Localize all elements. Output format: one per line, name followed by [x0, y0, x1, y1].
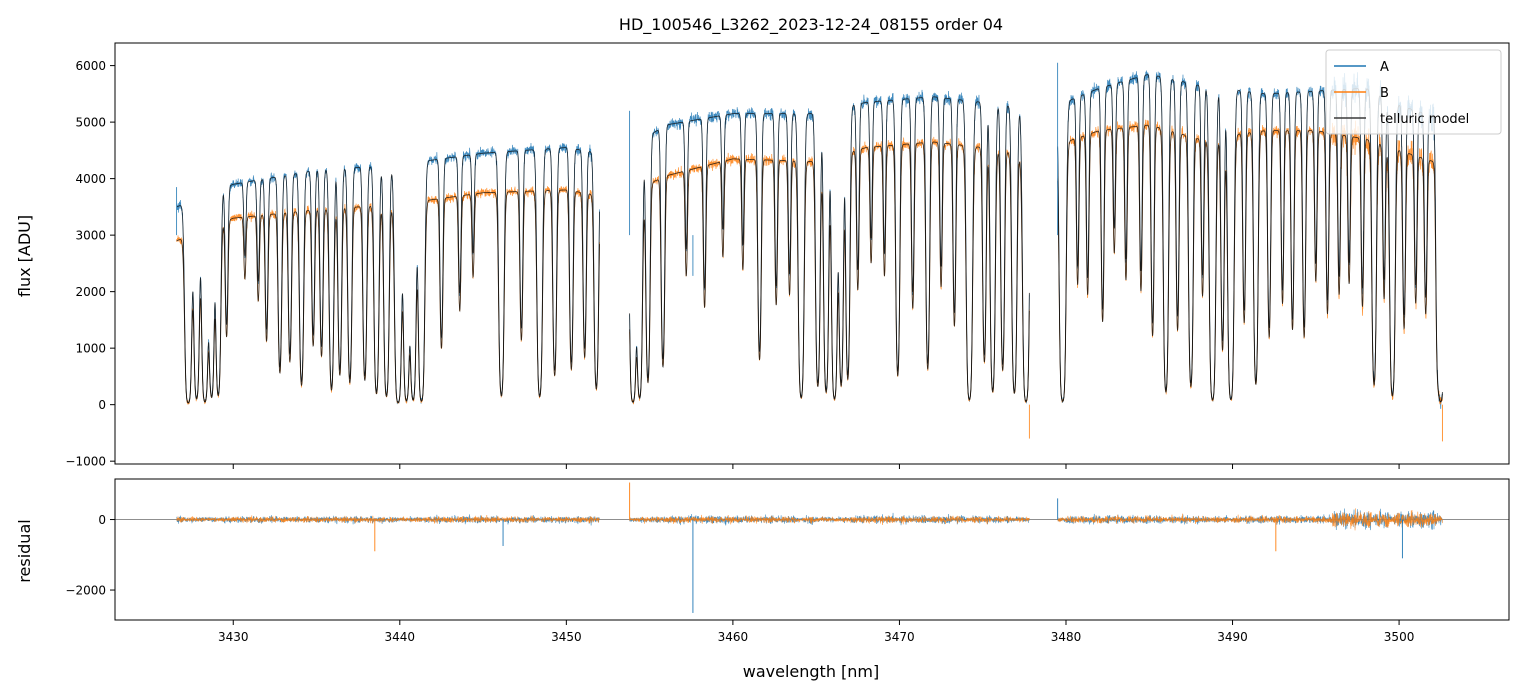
main-plot-area	[176, 62, 1443, 442]
residual-x-tick-label-3480: 3480	[1051, 630, 1082, 644]
residual-x-tick-label-3430: 3430	[218, 630, 249, 644]
x-axis-label: wavelength [nm]	[743, 662, 880, 681]
residual-x-tick-label-3450: 3450	[551, 630, 582, 644]
main-y-tick-label-7: 6000	[75, 59, 106, 73]
main-y-tick-label-4: 3000	[75, 229, 106, 243]
residual-plot-area	[115, 482, 1509, 613]
telluric-model-b-segment-3	[1057, 124, 1443, 403]
main-y-tick-label-1: 0	[98, 398, 106, 412]
main-axes-frame	[114, 42, 1510, 465]
legend-label-telluric: telluric model	[1380, 112, 1469, 127]
telluric-model-a-segment-2	[629, 96, 1030, 403]
residual-x-tick-label-3500: 3500	[1384, 630, 1415, 644]
legend: A B telluric model	[1325, 49, 1502, 135]
residual-x-axis: 3430 3440 3450 3460 3470 3480 3490 3500	[218, 620, 1414, 644]
residual-x-tick-label-3460: 3460	[718, 630, 749, 644]
residual-x-tick-label-3490: 3490	[1217, 630, 1248, 644]
residual-y-tick-label-0: −2000	[65, 584, 106, 598]
residual-b-segment-2	[629, 514, 1030, 525]
main-y-tick-label-2: 1000	[75, 342, 106, 356]
main-x-axis	[232, 464, 1400, 469]
residual-axes-frame	[114, 478, 1510, 621]
main-y-tick-label-6: 5000	[75, 116, 106, 130]
residual-b-segment-3	[1057, 508, 1443, 531]
main-y-tick-label-5: 4000	[75, 172, 106, 186]
chart-title: HD_100546_L3262_2023-12-24_08155 order 0…	[619, 15, 1003, 35]
legend-box	[1325, 49, 1502, 135]
main-y-tick-label-0: −1000	[65, 455, 106, 469]
residual-b-segment-1	[176, 514, 600, 524]
residual-y-axis: −2000 0	[65, 513, 115, 598]
legend-label-b: B	[1380, 86, 1389, 101]
main-panel: −1000 0 1000 2000 3000 4000 5000 6000 flux [ADU…	[15, 42, 1510, 469]
residual-x-tick-label-3440: 3440	[385, 630, 416, 644]
series-b-line-segment-2	[629, 136, 1030, 405]
residual-x-tick-label-3470: 3470	[884, 630, 915, 644]
main-y-tick-label-3: 2000	[75, 285, 106, 299]
telluric-model-b-segment-2	[629, 141, 1030, 403]
residual-a-segment-3	[1057, 508, 1443, 531]
telluric-model-b-segment-1	[176, 189, 600, 404]
main-y-axis-label: flux [ADU]	[15, 215, 34, 297]
residual-y-tick-label-1: 0	[98, 513, 106, 527]
residual-y-axis-label: residual	[15, 519, 34, 582]
legend-label-a: A	[1380, 60, 1389, 75]
main-y-axis: −1000 0 1000 2000 3000 4000 5000 6000	[65, 59, 115, 469]
